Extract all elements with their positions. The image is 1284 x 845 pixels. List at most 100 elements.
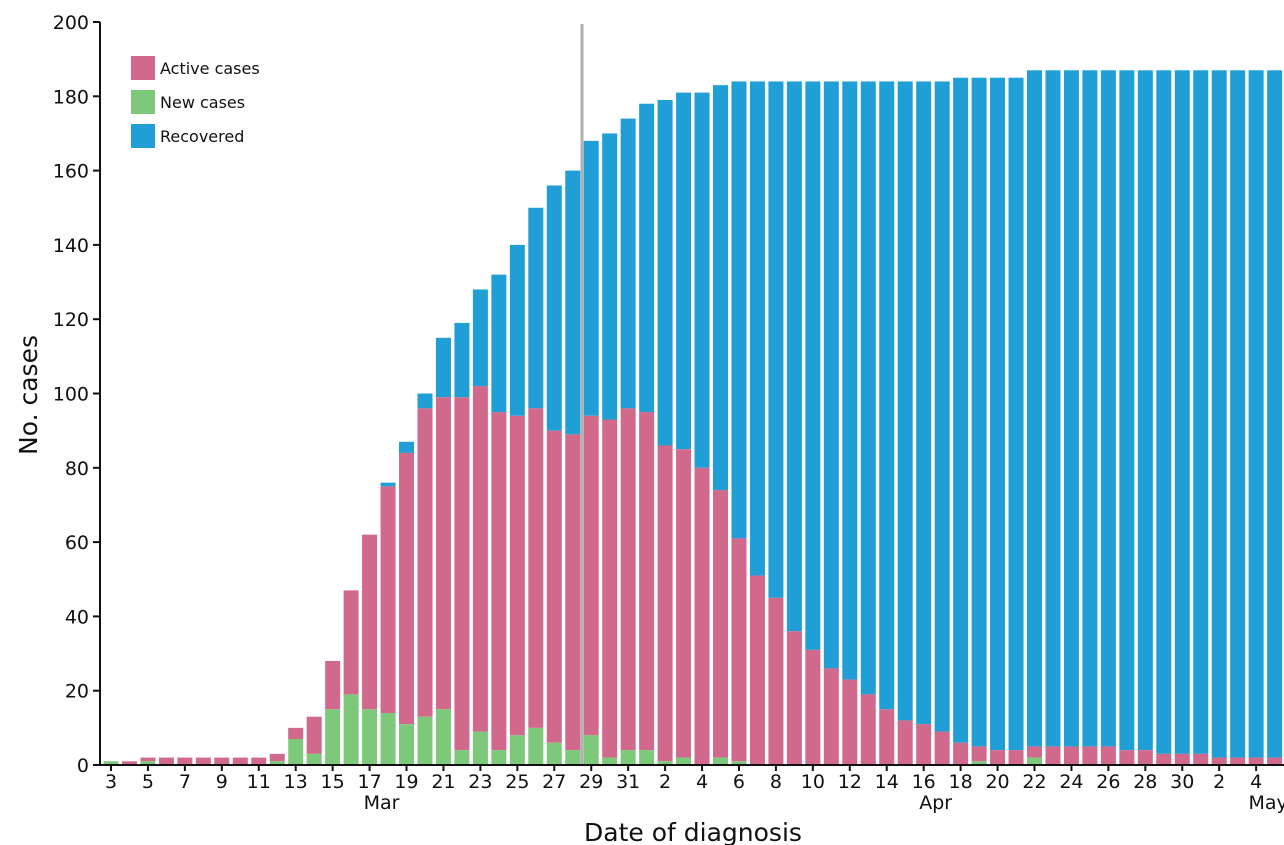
recovered-bar: [713, 85, 729, 491]
x-tick-label: 3: [105, 771, 117, 793]
active-cases-bar: [1008, 750, 1024, 765]
new-cases-bar: [362, 709, 378, 765]
new-cases-bar: [454, 750, 470, 765]
active-cases-bar: [1156, 753, 1172, 765]
legend-label: Recovered: [160, 127, 244, 146]
active-cases-bar: [343, 590, 359, 695]
active-cases-bar: [1063, 746, 1079, 765]
recovered-bar: [860, 81, 876, 695]
recovered-bar: [583, 140, 599, 416]
y-tick-label: 200: [53, 12, 89, 34]
active-cases-bar: [602, 419, 618, 758]
recovered-bar: [1119, 70, 1135, 751]
recovered-bar: [417, 393, 433, 409]
legend-swatch: [131, 56, 155, 80]
new-cases-bar: [269, 761, 285, 765]
active-cases-bar: [380, 486, 396, 713]
recovered-bar: [380, 482, 396, 487]
active-cases-bar: [565, 434, 581, 751]
recovered-bar: [786, 81, 802, 632]
active-cases-bar: [990, 750, 1006, 765]
recovered-bar: [1027, 70, 1042, 747]
legend-swatch: [131, 124, 155, 148]
new-cases-bar: [528, 727, 544, 765]
new-cases-bar: [676, 757, 692, 765]
axes-layer: 0 20 40 60 80 100 120 140 160 180 200 3 5 7 9 11 13 15 17 1…: [53, 12, 1284, 814]
x-tick-label: 24: [1059, 771, 1083, 793]
recovered-bar: [620, 118, 636, 409]
recovered-bar: [1156, 70, 1172, 754]
recovered-bar: [602, 133, 618, 420]
new-cases-bar: [306, 753, 322, 765]
y-tick-label: 140: [53, 235, 89, 257]
y-tick-label: 100: [53, 384, 89, 406]
bars-layer: [103, 70, 1283, 765]
recovered-bar: [1045, 70, 1061, 747]
active-cases-bar: [454, 397, 470, 751]
x-tick-label: 10: [801, 771, 825, 793]
active-cases-bar: [786, 631, 802, 765]
recovered-bar: [1211, 70, 1227, 758]
active-cases-bar: [177, 757, 193, 765]
new-cases-bar: [583, 735, 599, 765]
recovered-bar: [897, 81, 913, 721]
recovered-bar: [565, 170, 581, 435]
y-tick-label: 60: [65, 532, 89, 554]
active-cases-bar: [158, 757, 174, 765]
new-cases-bar: [435, 709, 451, 765]
x-tick-label: 6: [733, 771, 745, 793]
active-cases-bar: [676, 449, 692, 758]
active-cases-bar: [1267, 757, 1283, 765]
x-tick-label: 25: [505, 771, 529, 793]
x-tick-label: 16: [912, 771, 936, 793]
active-cases-bar: [491, 412, 507, 751]
recovered-bar: [676, 92, 692, 450]
recovered-bar: [990, 77, 1006, 751]
new-cases-bar: [731, 761, 747, 765]
active-cases-bar: [934, 731, 950, 765]
recovered-bar: [435, 337, 451, 398]
recovered-bar: [953, 77, 969, 743]
active-cases-bar: [1137, 750, 1153, 765]
active-cases-bar: [251, 757, 267, 765]
active-cases-bar: [953, 742, 969, 765]
new-cases-bar: [971, 761, 987, 765]
active-cases-bar: [897, 720, 913, 765]
active-cases-bar: [121, 761, 137, 765]
active-cases-bar: [472, 386, 488, 732]
recovered-bar: [916, 81, 932, 725]
recovered-bar: [546, 185, 562, 431]
x-tick-label: 17: [357, 771, 381, 793]
recovered-bar: [805, 81, 821, 650]
x-tick-label: 13: [284, 771, 308, 793]
new-cases-bar: [713, 757, 729, 765]
active-cases-bar: [583, 415, 599, 736]
x-tick-label: 5: [142, 771, 154, 793]
active-cases-bar: [269, 753, 285, 762]
x-tick-label: 26: [1096, 771, 1120, 793]
new-cases-bar: [1027, 757, 1042, 765]
recovered-bar: [1193, 70, 1209, 754]
y-tick-label: 120: [53, 309, 89, 331]
active-cases-bar: [232, 757, 248, 765]
active-cases-bar: [1211, 757, 1227, 765]
recovered-bar: [1248, 70, 1264, 758]
active-cases-bar: [1027, 746, 1042, 758]
recovered-bar: [934, 81, 950, 732]
active-cases-bar: [860, 694, 876, 765]
active-cases-bar: [1100, 746, 1116, 765]
y-axis-title: No. cases: [14, 335, 43, 455]
x-tick-label: 2: [1213, 771, 1225, 793]
active-cases-bar: [1230, 757, 1246, 765]
active-cases-bar: [140, 757, 156, 762]
x-tick-label: 22: [1022, 771, 1046, 793]
legend-swatch: [131, 90, 155, 114]
x-tick-label: 20: [985, 771, 1009, 793]
y-tick-label: 160: [53, 161, 89, 183]
recovered-bar: [657, 100, 673, 446]
active-cases-bar: [805, 649, 821, 765]
x-tick-label: 15: [321, 771, 345, 793]
active-cases-bar: [1119, 750, 1135, 765]
x-tick-label: 19: [394, 771, 418, 793]
x-tick-label: 28: [1133, 771, 1157, 793]
